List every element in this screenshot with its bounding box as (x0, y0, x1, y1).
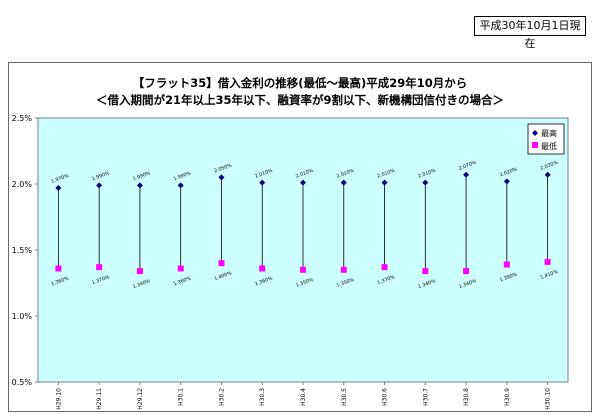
x-tick-label: H30.5 (341, 388, 348, 406)
x-tick-label: H30.10 (545, 388, 552, 410)
min-rate-point (259, 265, 266, 272)
max-rate-point (300, 179, 306, 186)
x-tick-label: H30.2 (218, 388, 225, 406)
y-tick-label: 2.0% (12, 180, 33, 189)
min-rate-point (55, 265, 62, 272)
max-rate-point (218, 174, 225, 181)
min-rate-point (381, 264, 388, 271)
x-tick-label: H29.12 (137, 388, 144, 410)
min-rate-point (300, 266, 306, 273)
min-rate-point (96, 264, 103, 271)
legend-min-marker (532, 142, 538, 148)
legend-min-label: 最低 (541, 141, 557, 151)
min-rate-point (503, 261, 510, 268)
x-tick-label: H30.4 (300, 388, 307, 406)
legend-max-label: 最高 (541, 128, 557, 138)
min-rate-point (177, 265, 184, 272)
max-rate-point (422, 179, 429, 186)
max-rate-point (55, 184, 62, 191)
max-rate-point (96, 182, 103, 189)
x-tick-label: H30.6 (382, 388, 389, 406)
min-rate-point (340, 266, 347, 273)
y-tick-label: 1.5% (12, 246, 33, 255)
chart-frame (8, 62, 592, 412)
max-rate-point (503, 178, 510, 185)
max-rate-point (544, 171, 551, 178)
y-tick-label: 2.5% (12, 114, 33, 123)
as-of-date: 平成30年10月1日現在 (474, 16, 586, 50)
x-tick-label: H30.9 (504, 388, 511, 406)
x-tick-label: H30.1 (178, 388, 185, 406)
max-rate-point (463, 171, 470, 178)
chart-subtitle: ＜借入期間が21年以上35年以下、融資率が9割以下、新機構団信付きの場合＞ (95, 93, 504, 107)
min-rate-point (136, 268, 143, 275)
x-tick-label: H30.3 (259, 388, 266, 406)
min-rate-point (422, 268, 429, 275)
x-tick-label: H30.8 (463, 388, 470, 406)
max-rate-point (136, 182, 143, 189)
legend (527, 123, 565, 155)
y-tick-label: 1.0% (12, 312, 33, 321)
min-rate-point (544, 258, 551, 265)
legend-max-marker (532, 130, 538, 136)
y-tick-label: 0.5% (12, 378, 33, 387)
max-rate-point (177, 182, 184, 189)
x-tick-label: H30.7 (422, 388, 429, 406)
x-tick-label: H29.10 (55, 388, 62, 410)
min-rate-point (463, 268, 470, 275)
min-rate-point (218, 260, 225, 267)
max-rate-point (340, 179, 347, 186)
chart-title: 【フラット35】借入金利の推移(最低～最高)平成29年10月から (132, 76, 468, 90)
x-tick-label: H29.11 (96, 388, 103, 410)
max-rate-point (381, 179, 388, 186)
max-rate-point (259, 179, 266, 186)
